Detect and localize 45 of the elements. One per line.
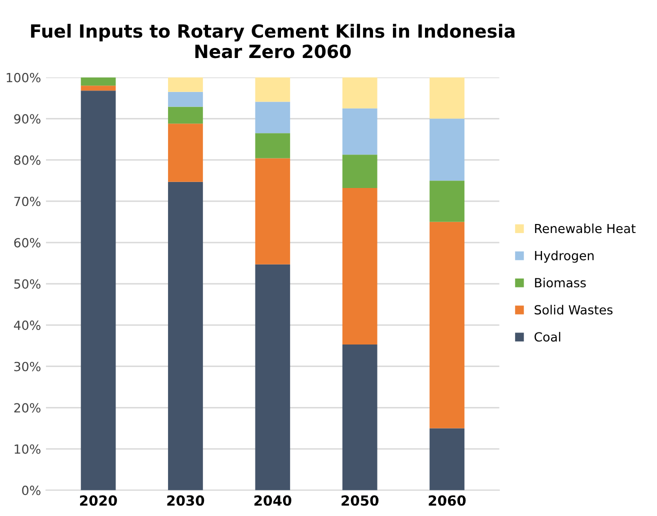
y-tick-label: 70% — [14, 196, 40, 206]
bar — [255, 77, 290, 102]
bar — [80, 86, 116, 91]
bar — [168, 182, 203, 490]
bar — [430, 428, 464, 490]
y-tick-label: 90% — [14, 114, 40, 124]
chart-title: Fuel Inputs to Rotary Cement Kilns in Indonesia Near Zero 2060 — [31, 24, 514, 58]
bar — [342, 108, 378, 155]
legend-label: Hydrogen — [535, 250, 594, 263]
legend-label: Solid Wastes — [534, 304, 613, 315]
bar — [255, 264, 290, 490]
y-tick-label: 60% — [14, 238, 40, 248]
legend-label: Biomass — [535, 278, 586, 288]
bar — [255, 133, 290, 158]
bar — [342, 77, 378, 108]
bar — [430, 180, 464, 222]
bar — [80, 77, 116, 86]
bar — [255, 102, 290, 134]
bar — [430, 222, 464, 428]
x-tick-label: 2040 — [254, 495, 292, 506]
bar — [342, 344, 378, 490]
legend-label: Renewable Heat — [535, 224, 636, 234]
y-tick-label: 20% — [14, 403, 40, 413]
y-tick-label: 10% — [14, 444, 40, 454]
x-tick-label: 2020 — [80, 495, 117, 506]
bar — [80, 90, 116, 490]
bar — [255, 158, 290, 264]
y-tick-label: 0% — [22, 486, 40, 496]
bar — [430, 77, 464, 119]
bar — [430, 118, 464, 181]
y-tick-label: 80% — [14, 155, 40, 165]
bar — [168, 92, 203, 107]
y-tick-label: 50% — [14, 279, 40, 289]
y-tick-label: 40% — [14, 320, 40, 330]
x-tick-label: 2030 — [167, 495, 204, 506]
y-tick-label: 30% — [14, 362, 40, 372]
x-tick-label: 2060 — [428, 495, 466, 506]
y-tick-label: 100% — [6, 72, 40, 82]
bar — [168, 77, 203, 92]
x-tick-label: 2050 — [342, 495, 378, 506]
bar — [342, 188, 378, 344]
bar — [342, 154, 378, 188]
legend-label: Coal — [534, 332, 560, 342]
bar — [168, 106, 203, 124]
bar — [168, 124, 203, 182]
